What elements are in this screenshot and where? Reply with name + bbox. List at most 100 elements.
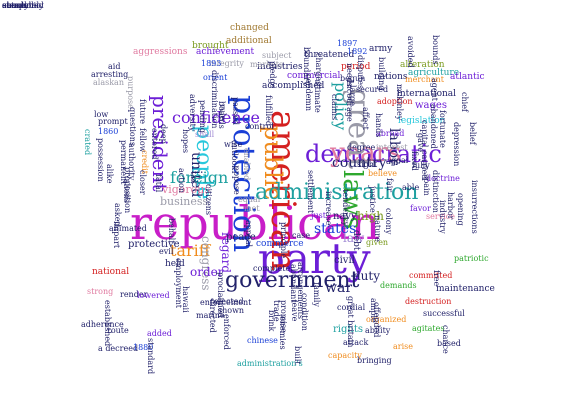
cloud-word: carried	[420, 150, 429, 180]
cloud-word: committed	[409, 271, 453, 280]
cloud-word: adherence	[81, 320, 124, 329]
cloud-word: questions	[128, 107, 137, 146]
cloud-word: elected	[214, 297, 244, 306]
cloud-word: belief	[468, 122, 477, 145]
cloud-word: needs	[345, 63, 354, 87]
cloud-word: offended	[372, 302, 381, 338]
cloud-word: settlement	[306, 170, 315, 214]
cloud-word: given	[366, 238, 389, 247]
cloud-word: degree	[347, 143, 376, 152]
cloud-word: tariff	[170, 241, 211, 260]
cloud-word: depression	[452, 122, 461, 167]
cloud-word: democratic	[305, 140, 442, 168]
cloud-word: fully	[412, 161, 430, 170]
cloud-word: destruction	[405, 297, 452, 306]
cloud-word: strong	[87, 287, 114, 296]
cloud-word: secured	[356, 85, 389, 94]
cloud-word: capital	[420, 120, 429, 148]
cloud-word: orient	[203, 73, 228, 82]
cloud-word: 1893	[201, 59, 222, 68]
cloud-word: debt	[351, 230, 361, 251]
cloud-word: closer	[138, 170, 147, 195]
cloud-word: arise	[393, 342, 413, 351]
cloud-word: building	[377, 57, 386, 91]
cloud-word: proclaimed	[216, 272, 225, 318]
cloud-word: bringing	[357, 356, 392, 365]
cloud-word: a decreed	[98, 344, 139, 353]
cloud-word: actual	[2, 1, 27, 10]
cloud-word: business	[160, 195, 209, 208]
cloud-word: economic	[2, 1, 41, 10]
cloud-word: war	[325, 280, 353, 296]
cloud-word: enforcement	[200, 298, 252, 307]
cloud-word: bounds	[431, 35, 440, 65]
cloud-word: adoption	[377, 97, 413, 106]
cloud-word: arrangements	[296, 262, 305, 319]
cloud-word: merchant	[405, 75, 444, 84]
cloud-word: administration's	[237, 359, 303, 368]
cloud-word: threatened	[304, 50, 355, 60]
cloud-word: based	[437, 339, 461, 348]
cloud-word: pledge	[268, 61, 277, 89]
cloud-word: chief	[460, 92, 469, 112]
cloud-word: hopes	[181, 129, 190, 153]
cloud-word: render	[120, 290, 148, 299]
cloud-word: possession	[96, 138, 105, 182]
cloud-word: 1860	[98, 127, 119, 136]
cloud-word: government	[225, 268, 360, 293]
cloud-word: entered	[150, 128, 159, 160]
cloud-word: great britain	[346, 296, 355, 348]
cloud-word: boards	[217, 101, 226, 129]
cloud-word: colony	[384, 208, 393, 235]
cloud-word: compelled	[2, 1, 44, 10]
cloud-word: achievement	[196, 47, 255, 57]
cloud-word: behalf	[167, 218, 176, 244]
cloud-word: steady	[2, 1, 29, 10]
cloud-word: international	[397, 89, 457, 99]
cloud-word: passed	[231, 97, 240, 125]
cloud-word: justice	[368, 186, 377, 213]
cloud-word: ultimate	[313, 79, 322, 113]
cloud-word: disputes	[356, 55, 365, 90]
cloud-word: held	[165, 259, 185, 269]
cloud-word: commerce	[256, 239, 304, 249]
cloud-word: deep	[159, 124, 168, 144]
cloud-word: common	[2, 1, 37, 10]
cloud-word: evil	[159, 247, 174, 256]
cloud-word: affect	[361, 107, 370, 130]
cloud-word: doctrine	[426, 174, 460, 183]
cloud-word: standard	[146, 338, 155, 375]
cloud-word: appeal	[244, 220, 253, 248]
cloud-word: wages	[415, 100, 447, 111]
cloud-word: hawaii	[181, 286, 190, 313]
cloud-word: directed	[208, 299, 217, 333]
cloud-word: maintenance	[436, 284, 495, 294]
cloud-word: marine	[196, 311, 225, 320]
cloud-word: country	[332, 155, 387, 171]
cloud-word: begun	[340, 74, 366, 83]
cloud-word: attack	[343, 338, 369, 347]
cloud-word: organized	[366, 315, 407, 324]
cloud-word: confidence	[172, 108, 261, 127]
cloud-word: established	[103, 300, 112, 347]
cloud-word: trade	[272, 300, 281, 322]
cloud-word: republican	[130, 196, 380, 250]
cloud-word: complete	[253, 264, 291, 273]
cloud-word: fixed	[410, 151, 419, 171]
cloud-word: 1892	[347, 47, 368, 56]
cloud-word: law	[343, 231, 365, 245]
cloud-word: adversity	[188, 94, 197, 132]
cloud-word: enforced	[222, 314, 231, 350]
cloud-word: nations	[374, 72, 408, 82]
cloud-word: sight	[357, 160, 378, 169]
cloud-word: years	[330, 138, 402, 168]
cloud-word: demands	[380, 281, 417, 290]
cloud-word: fellow	[138, 128, 147, 153]
cloud-word: alike	[105, 164, 114, 184]
cloud-word: absolutely	[2, 1, 44, 10]
cloud-word: wise	[224, 140, 243, 149]
cloud-word: peace	[226, 232, 256, 243]
cloud-word: chinese	[247, 336, 278, 345]
cloud-word: service	[426, 212, 455, 221]
